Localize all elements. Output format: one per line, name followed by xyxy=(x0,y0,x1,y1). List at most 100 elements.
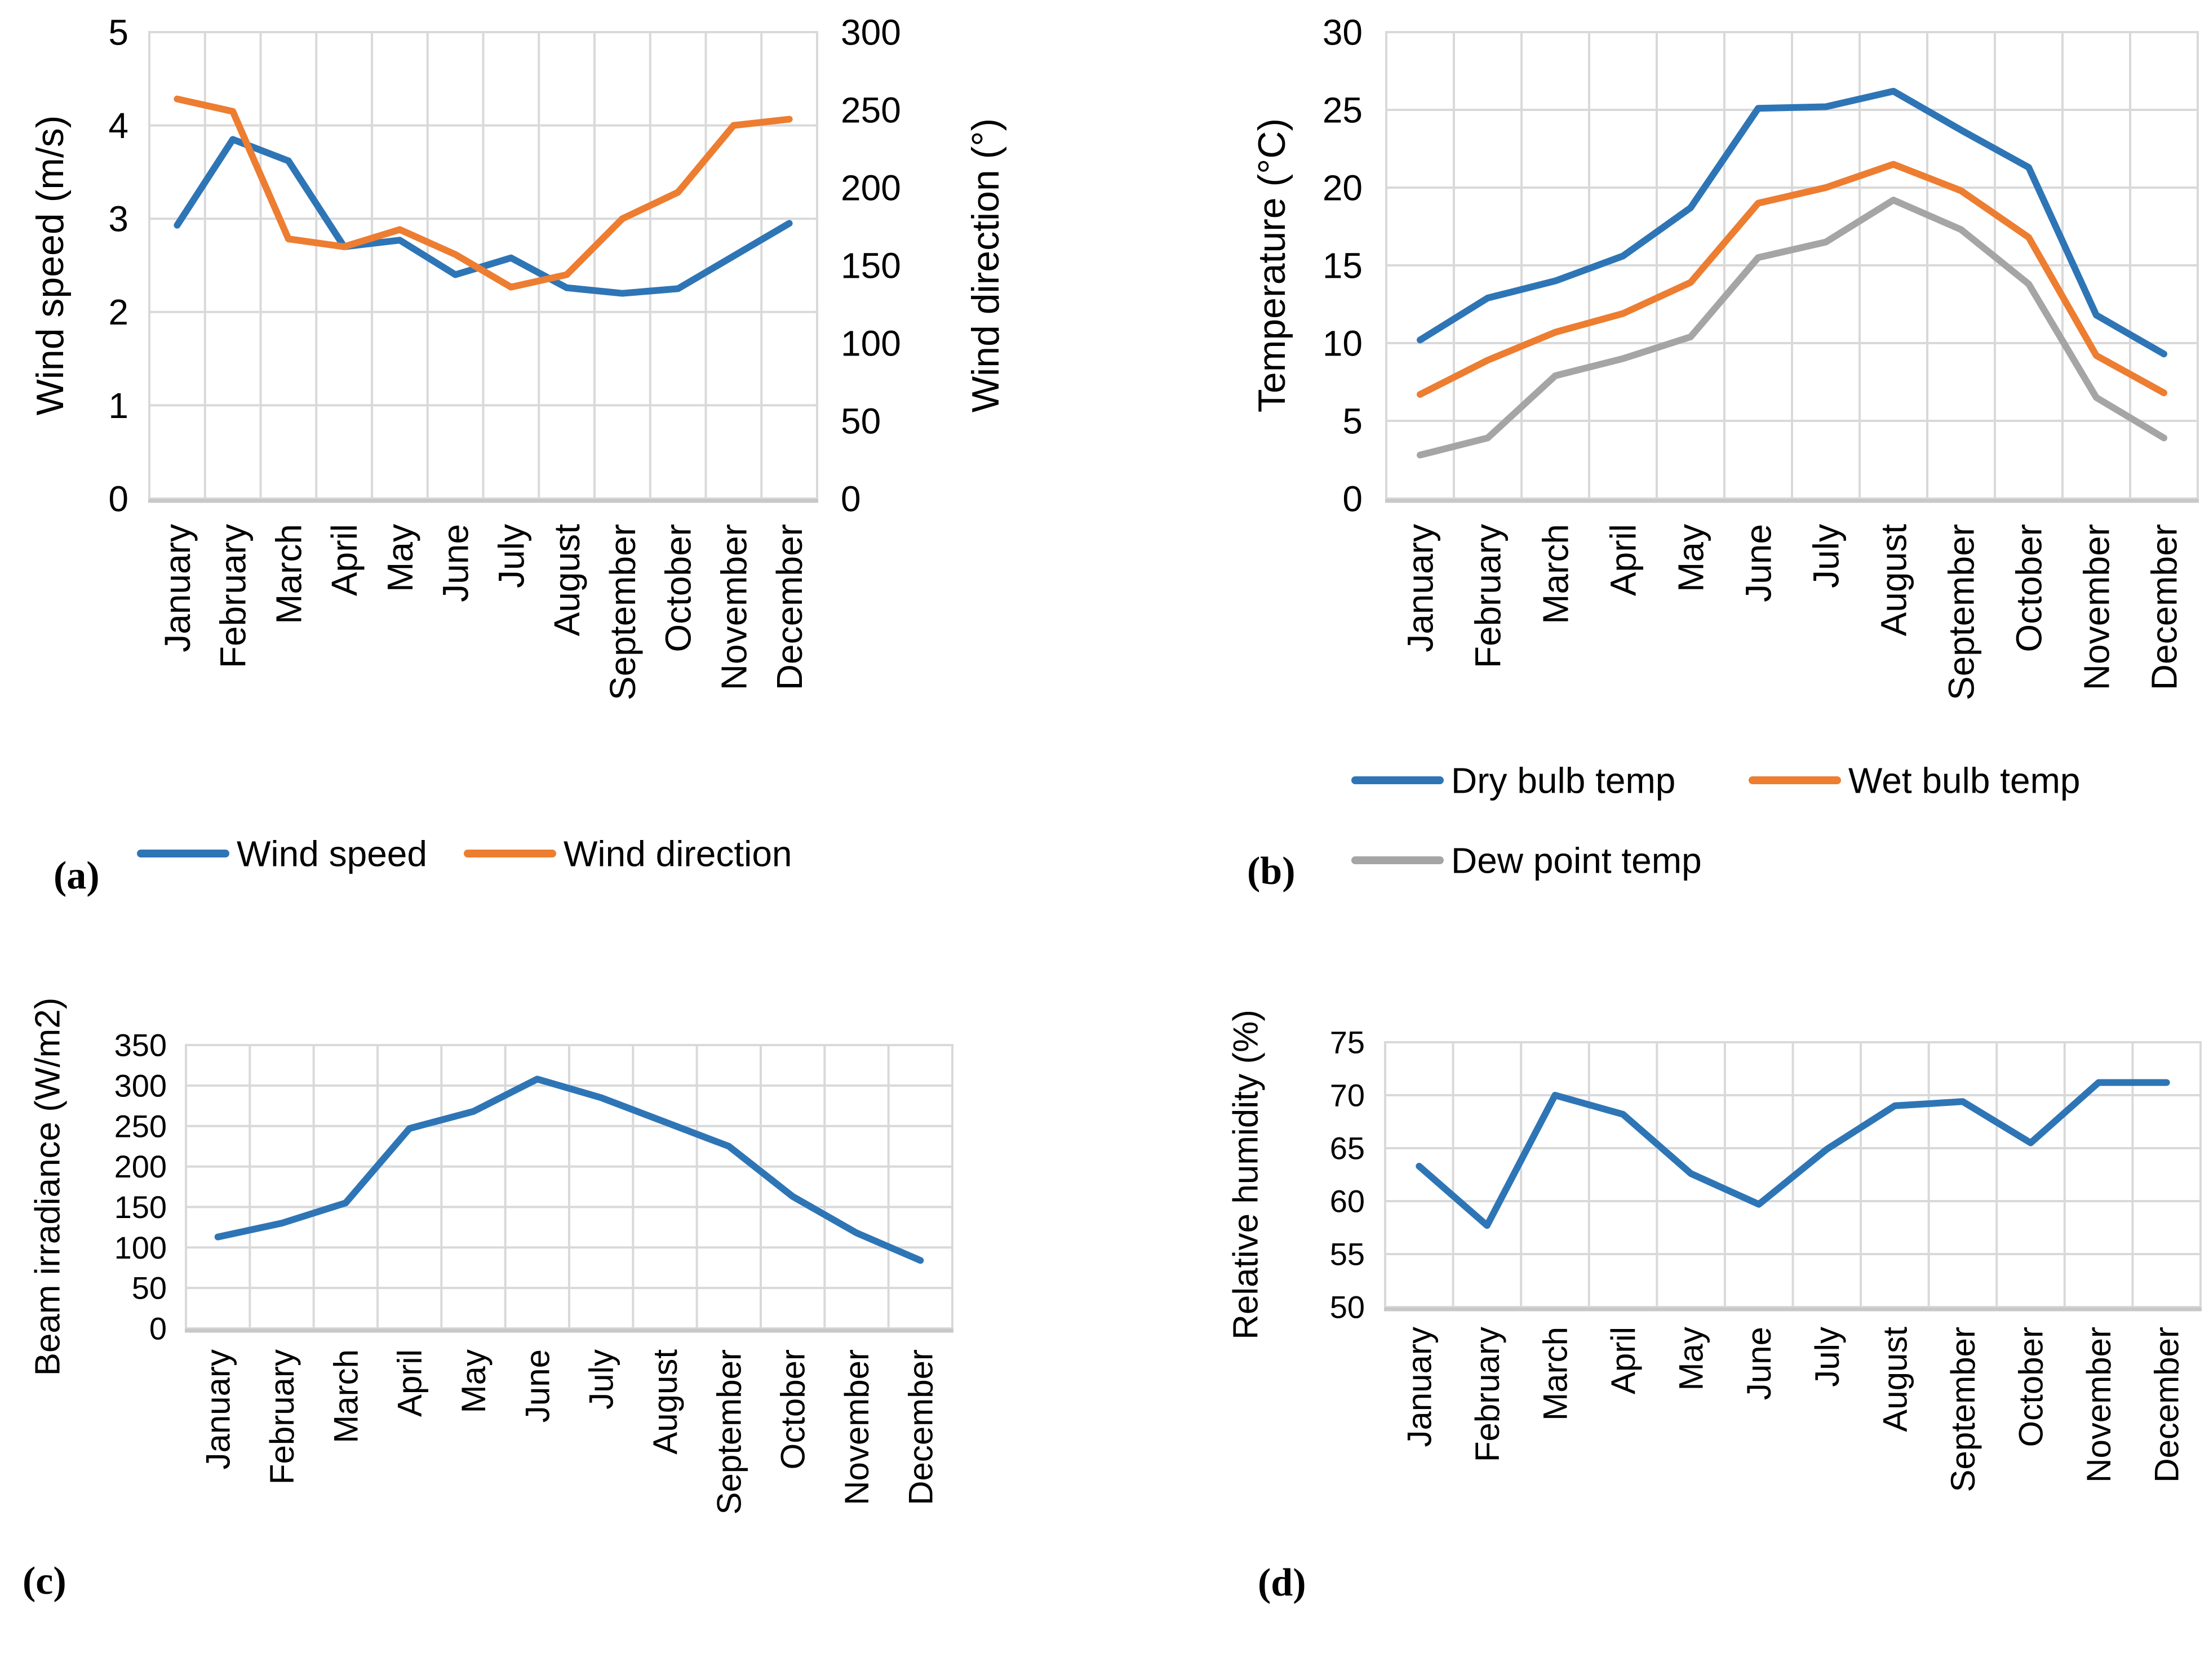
chart-panel-b: 0 5 10 15 20 25 30 Temperature (°C) January Febru… xyxy=(1104,0,2209,935)
y-axis-title-group: Temperature (°C) xyxy=(1250,118,1293,412)
x-axis-label-group: January xyxy=(199,1349,237,1469)
series-line-dry-bulb-temp xyxy=(1417,87,2167,358)
x-axis-label-group: October xyxy=(658,524,699,652)
y-axis-title: Temperature (°C) xyxy=(1250,118,1293,412)
chart-panel-c: 0 50 100 150 200 250 300 350 Beam irradiance (W/… xyxy=(0,935,1104,1680)
x-axis-tick-label: December xyxy=(2144,524,2184,690)
y-axis-title: Relative humidity (%) xyxy=(1227,1010,1266,1340)
x-axis-tick-label: October xyxy=(2012,1327,2050,1447)
x-axis-tick-label: March xyxy=(268,524,309,624)
y-axis-tick-label: 200 xyxy=(114,1149,167,1184)
right-y-axis-title-group: Wind direction (°) xyxy=(964,118,1007,412)
x-axis-label-group: August xyxy=(1873,524,1914,636)
x-axis-label-group: July xyxy=(1806,524,1846,588)
beam-irradiance-chart: 0 50 100 150 200 250 300 350 Beam irradiance (W/… xyxy=(29,998,953,1515)
x-axis-label-group: November xyxy=(838,1349,876,1505)
x-axis-tick-label: March xyxy=(1536,1327,1574,1421)
plot-border xyxy=(1384,1041,2202,1308)
x-axis-tick-label: May xyxy=(455,1349,493,1413)
y-axis-tick-label: 70 xyxy=(1330,1078,1365,1113)
y-axis-tick-label: 300 xyxy=(114,1068,167,1103)
right-y-axis-title: Wind direction (°) xyxy=(964,118,1007,412)
x-axis-tick-label: December xyxy=(2148,1327,2186,1483)
y-axis-tick-label: 3 xyxy=(108,199,128,239)
y-axis-tick-label: 100 xyxy=(114,1230,167,1265)
relative-humidity-chart: 50 55 60 65 70 75 Relative humidity (%) January… xyxy=(1227,1010,2202,1492)
right-y-axis-tick-label: 100 xyxy=(841,323,901,363)
x-axis-label-group: May xyxy=(455,1349,493,1413)
y-axis-tick-label: 0 xyxy=(149,1311,167,1346)
x-axis-label-group: March xyxy=(1536,1327,1574,1421)
y-axis-title: Beam irradiance (W/m2) xyxy=(29,998,68,1376)
x-axis-tick-label: September xyxy=(602,524,643,700)
x-axis-label-group: June xyxy=(1740,1327,1778,1400)
x-axis-tick-label: September xyxy=(710,1349,748,1515)
x-axis-label-group: November xyxy=(2080,1327,2118,1483)
x-axis-label-group: March xyxy=(1535,524,1576,624)
x-axis-label-group: June xyxy=(1738,524,1778,602)
y-axis-tick-label: 0 xyxy=(1342,478,1363,519)
x-axis-label-group: October xyxy=(2008,524,2049,652)
x-axis-tick-label: August xyxy=(1873,524,1914,636)
y-axis-tick-label: 65 xyxy=(1330,1131,1365,1166)
x-axis-tick-label: February xyxy=(213,524,254,668)
y-axis-tick-label: 60 xyxy=(1330,1184,1365,1219)
x-axis-tick-label: August xyxy=(547,524,587,636)
y-axis-tick-label: 50 xyxy=(1330,1290,1365,1325)
x-axis-label-group: December xyxy=(2148,1327,2186,1483)
panel-label-c: (c) xyxy=(23,1559,66,1603)
x-axis-tick-label: March xyxy=(327,1349,365,1443)
y-axis-tick-label: 30 xyxy=(1323,12,1363,52)
y-axis-tick-label: 250 xyxy=(114,1108,167,1144)
y-axis-tick-label: 55 xyxy=(1330,1237,1365,1272)
x-axis-tick-label: July xyxy=(1806,524,1846,588)
y-axis-title-group: Beam irradiance (W/m2) xyxy=(29,998,68,1376)
y-axis-tick-label: 15 xyxy=(1323,245,1363,286)
x-axis-label-group: April xyxy=(391,1349,429,1417)
x-axis-label-group: May xyxy=(1670,524,1711,592)
x-axis-tick-label: December xyxy=(769,524,810,690)
legend-label: Dry bulb temp xyxy=(1451,760,1675,801)
x-axis-tick-label: September xyxy=(1941,524,1981,700)
y-axis-tick-label: 0 xyxy=(108,478,128,519)
y-axis-tick-label: 5 xyxy=(108,12,128,52)
x-axis-tick-label: April xyxy=(1604,1327,1642,1394)
x-axis-label-group: September xyxy=(602,524,643,700)
panel-label-d: (d) xyxy=(1258,1561,1306,1605)
y-axis-tick-label: 75 xyxy=(1330,1025,1365,1060)
x-axis-tick-label: August xyxy=(646,1349,684,1455)
plot-border xyxy=(1385,31,2199,500)
right-y-axis-tick-label: 150 xyxy=(841,245,901,286)
x-axis-tick-label: January xyxy=(199,1349,237,1469)
x-axis-tick-label: January xyxy=(157,524,198,652)
x-axis-label-group: March xyxy=(327,1349,365,1443)
x-axis-label-group: November xyxy=(2076,524,2117,690)
right-y-axis-tick-label: 50 xyxy=(841,401,881,441)
x-axis-tick-label: June xyxy=(436,524,476,602)
y-axis-tick-label: 1 xyxy=(108,385,128,426)
x-axis-tick-label: November xyxy=(2076,524,2117,690)
panel-label-a: (a) xyxy=(54,854,100,897)
chart-panel-d: 50 55 60 65 70 75 Relative humidity (%) January… xyxy=(1104,935,2209,1680)
y-axis-title-group: Relative humidity (%) xyxy=(1227,1010,1266,1340)
x-axis-label-group: September xyxy=(1941,524,1981,700)
x-axis-label-group: August xyxy=(547,524,587,636)
x-axis-label-group: February xyxy=(213,524,254,668)
x-axis-label-group: March xyxy=(268,524,309,624)
x-axis-label-group: December xyxy=(902,1349,939,1505)
x-axis-label-group: August xyxy=(646,1349,684,1455)
right-y-axis-tick-label: 250 xyxy=(841,90,901,130)
x-axis-tick-label: November xyxy=(838,1349,876,1505)
x-axis-tick-label: September xyxy=(1944,1327,1982,1492)
legend-label: Wet bulb temp xyxy=(1848,760,2080,801)
x-axis-label-group: February xyxy=(263,1349,301,1485)
panel-label-b: (b) xyxy=(1247,850,1296,893)
x-axis-tick-label: November xyxy=(2080,1327,2118,1483)
series-line-wind-direction xyxy=(174,95,793,291)
x-axis-tick-label: June xyxy=(1738,524,1778,602)
y-axis-title: Wind speed (m/s) xyxy=(29,115,72,416)
x-axis-tick-label: July xyxy=(583,1349,620,1410)
plot-border xyxy=(148,31,818,500)
x-axis-tick-label: October xyxy=(658,524,699,652)
